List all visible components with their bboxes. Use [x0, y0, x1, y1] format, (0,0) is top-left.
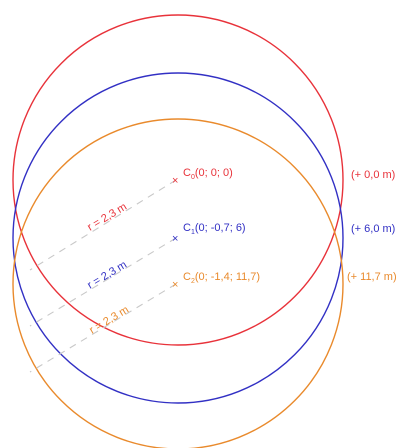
center-marker-c1: ×	[172, 233, 178, 245]
radius-label-c2: r = 2,3 m	[87, 304, 131, 337]
center-marker-c2: ×	[172, 279, 178, 291]
center-label-c2: C2(0; -1,4; 11,7)	[183, 271, 260, 285]
radius-label-c0: r = 2,3 m	[85, 201, 129, 234]
offset-label-c2: (+ 11,7 m)	[347, 271, 397, 283]
center-label-c1: C1(0; -0,7; 6)	[183, 222, 246, 236]
offset-label-c1: (+ 6,0 m)	[351, 223, 395, 235]
circle-c0	[12, 14, 344, 346]
center-marker-c0: ×	[172, 175, 178, 187]
radius-line-c1	[29, 237, 177, 327]
center-label-c0: C0(0; 0; 0)	[183, 167, 233, 181]
radius-line-c0	[29, 179, 177, 271]
offset-label-c0: (+ 0,0 m)	[351, 169, 395, 181]
radius-line-c2	[29, 283, 177, 373]
radius-label-c1: r = 2,3 m	[85, 259, 129, 292]
circle-c2	[12, 118, 344, 448]
circle-c1	[12, 72, 344, 404]
